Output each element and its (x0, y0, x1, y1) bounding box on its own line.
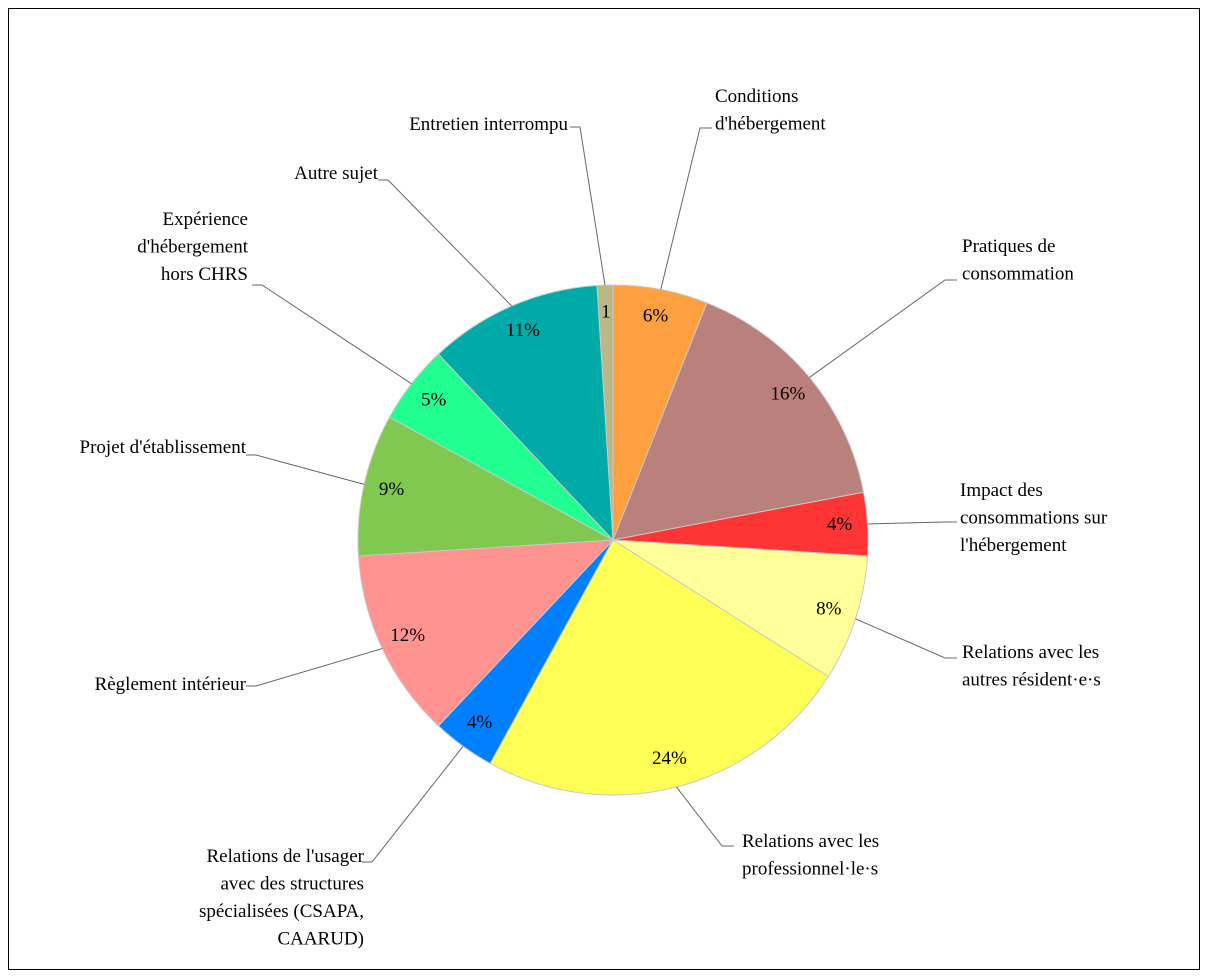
data-label: 8% (816, 598, 842, 619)
category-label: Projet d'établissement (80, 437, 247, 458)
pie-slice (489, 539, 829, 796)
leader-line (809, 279, 957, 378)
leader-line (660, 127, 712, 290)
category-label: Relations de l'usager avec des structures… (199, 846, 365, 950)
category-label: Conditions d'hébergement (715, 86, 826, 135)
category-label: Expérience d'hébergement hors CHRS (137, 209, 248, 285)
category-label: Règlement intérieur (95, 674, 247, 695)
leader-line (378, 179, 513, 307)
pie-slice (357, 539, 615, 727)
leader-line (855, 618, 957, 659)
leader-line (362, 745, 464, 863)
data-label: 4% (467, 712, 493, 733)
data-label: 1 (601, 302, 611, 323)
category-label: Impact des consommations sur l'hébergement (960, 480, 1108, 556)
category-label: Autre sujet (294, 163, 379, 184)
data-label: 5% (421, 389, 447, 410)
data-label: 4% (827, 514, 853, 535)
pie-slice (612, 302, 865, 541)
data-label: 9% (379, 479, 405, 500)
category-label: Pratiques de consommation (962, 236, 1074, 285)
leader-line (246, 648, 383, 687)
data-label: 11% (506, 320, 540, 341)
category-label: Entretien interrompu (409, 114, 568, 135)
leader-line (570, 126, 606, 286)
leader-line (252, 284, 412, 385)
pie-slice (357, 416, 615, 557)
data-label: 6% (643, 305, 669, 326)
data-label: 12% (390, 625, 425, 646)
data-label: 24% (652, 748, 687, 769)
leader-line (246, 454, 365, 485)
leader-line (676, 786, 734, 847)
leader-line (867, 521, 957, 525)
category-label: Relations avec les professionnel·le·s (742, 831, 879, 880)
category-label: Relations avec les autres résident·e·s (962, 642, 1101, 691)
data-label: 16% (770, 384, 805, 405)
